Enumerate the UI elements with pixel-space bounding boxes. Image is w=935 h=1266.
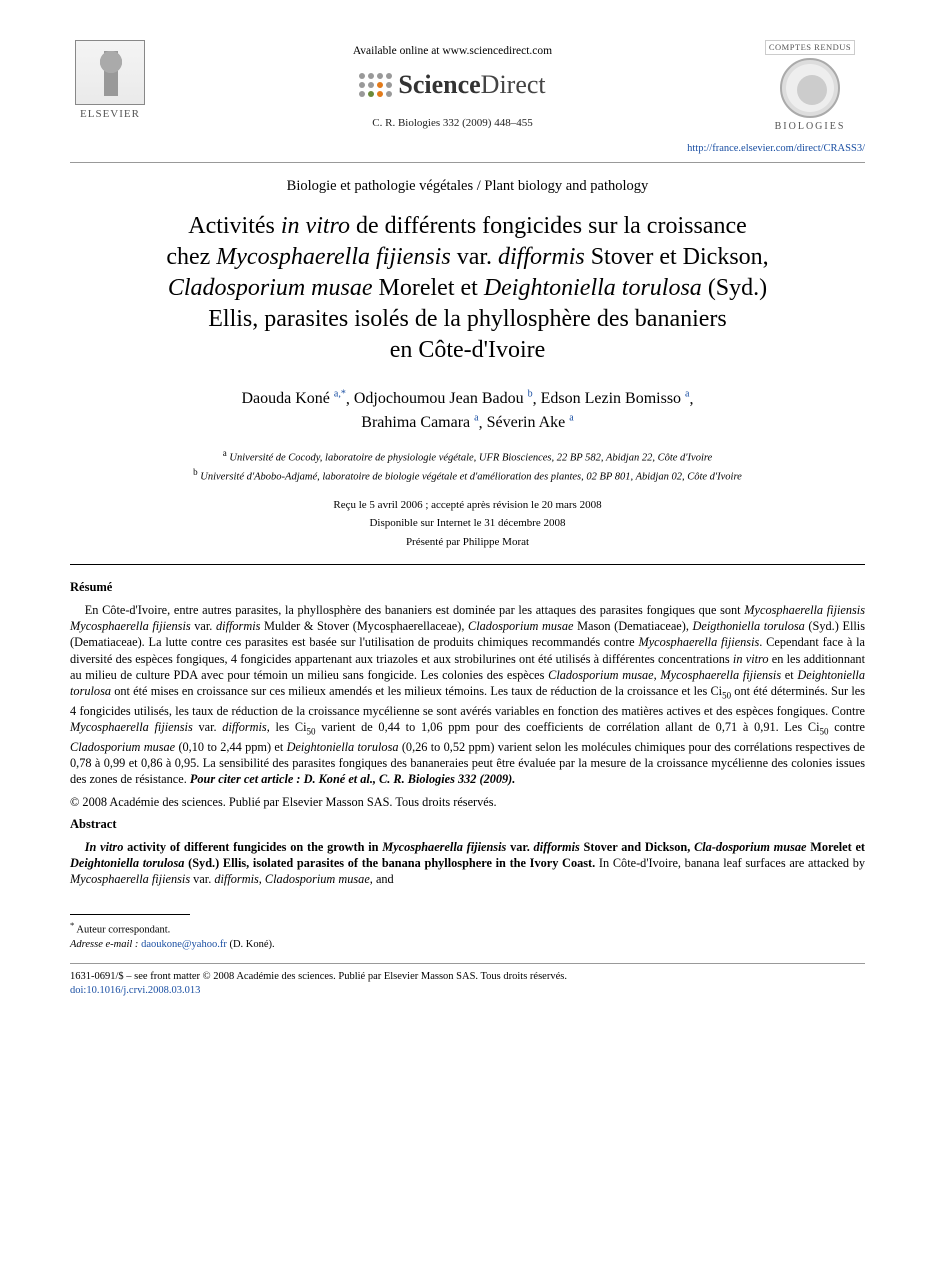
journal-top-label: COMPTES RENDUS [765, 40, 855, 55]
corresponding-author-note: * Auteur correspondant. [70, 919, 865, 938]
sciencedirect-dots-icon [359, 73, 392, 97]
resume-heading: Résumé [70, 579, 865, 596]
journal-citation-line: C. R. Biologies 332 (2009) 448–455 [150, 116, 755, 131]
journal-bottom-label: BIOLOGIES [755, 120, 865, 134]
dates-block: Reçu le 5 avril 2006 ; accepté après rév… [70, 496, 865, 552]
available-online-line: Available online at www.sciencedirect.co… [150, 44, 755, 60]
affiliation-a: Université de Cocody, laboratoire de phy… [229, 453, 712, 464]
header-row: ELSEVIER Available online at www.science… [70, 40, 865, 134]
date-received: Reçu le 5 avril 2006 ; accepté après rév… [70, 496, 865, 515]
journal-url-link[interactable]: http://france.elsevier.com/direct/CRASS3… [687, 143, 865, 154]
affiliation-b: Université d'Abobo-Adjamé, laboratoire d… [200, 472, 742, 483]
authors-block: Daouda Koné a,*, Odjochoumou Jean Badou … [70, 387, 865, 436]
journal-seal-icon [780, 58, 840, 118]
elsevier-brand-text: ELSEVIER [70, 107, 150, 122]
doi-link[interactable]: doi:10.1016/j.crvi.2008.03.013 [70, 985, 200, 996]
article-section-name: Biologie et pathologie végétales / Plant… [70, 177, 865, 197]
elsevier-tree-icon [75, 40, 145, 105]
issn-line: 1631-0691/$ – see front matter © 2008 Ac… [70, 970, 865, 984]
sciencedirect-wordmark: ScienceDirect [398, 67, 545, 102]
doi-line: doi:10.1016/j.crvi.2008.03.013 [70, 984, 865, 998]
elsevier-logo: ELSEVIER [70, 40, 150, 122]
sciencedirect-logo: ScienceDirect [359, 67, 545, 102]
header-center: Available online at www.sciencedirect.co… [150, 40, 755, 131]
journal-url-row: http://france.elsevier.com/direct/CRASS3… [70, 142, 865, 156]
corresponding-email-link[interactable]: daoukone@yahoo.fr [141, 939, 227, 950]
date-presented: Présenté par Philippe Morat [70, 533, 865, 552]
resume-rights: © 2008 Académie des sciences. Publié par… [70, 794, 865, 810]
resume-body: En Côte-d'Ivoire, entre autres parasites… [70, 602, 865, 788]
footnote-rule [70, 914, 190, 915]
copyright-block: 1631-0691/$ – see front matter © 2008 Ac… [70, 970, 865, 998]
email-line: Adresse e-mail : daoukone@yahoo.fr (D. K… [70, 938, 865, 953]
author: Edson Lezin Bomisso a [541, 390, 690, 407]
author: Séverin Ake a [487, 414, 574, 431]
affiliations-block: a Université de Cocody, laboratoire de p… [70, 447, 865, 485]
author: Daouda Koné a,* [241, 390, 345, 407]
date-online: Disponible sur Internet le 31 décembre 2… [70, 514, 865, 533]
author: Odjochoumou Jean Badou b [354, 390, 533, 407]
abstract-heading: Abstract [70, 816, 865, 833]
author: Brahima Camara a [361, 414, 478, 431]
journal-logo-block: COMPTES RENDUS BIOLOGIES [755, 40, 865, 134]
mid-rule [70, 564, 865, 565]
footnotes-block: * Auteur correspondant. Adresse e-mail :… [70, 919, 865, 953]
bottom-rule [70, 963, 865, 964]
top-rule [70, 162, 865, 163]
article-title: Activités in vitro de différents fongici… [70, 211, 865, 367]
abstract-body: In vitro activity of different fungicide… [70, 839, 865, 888]
